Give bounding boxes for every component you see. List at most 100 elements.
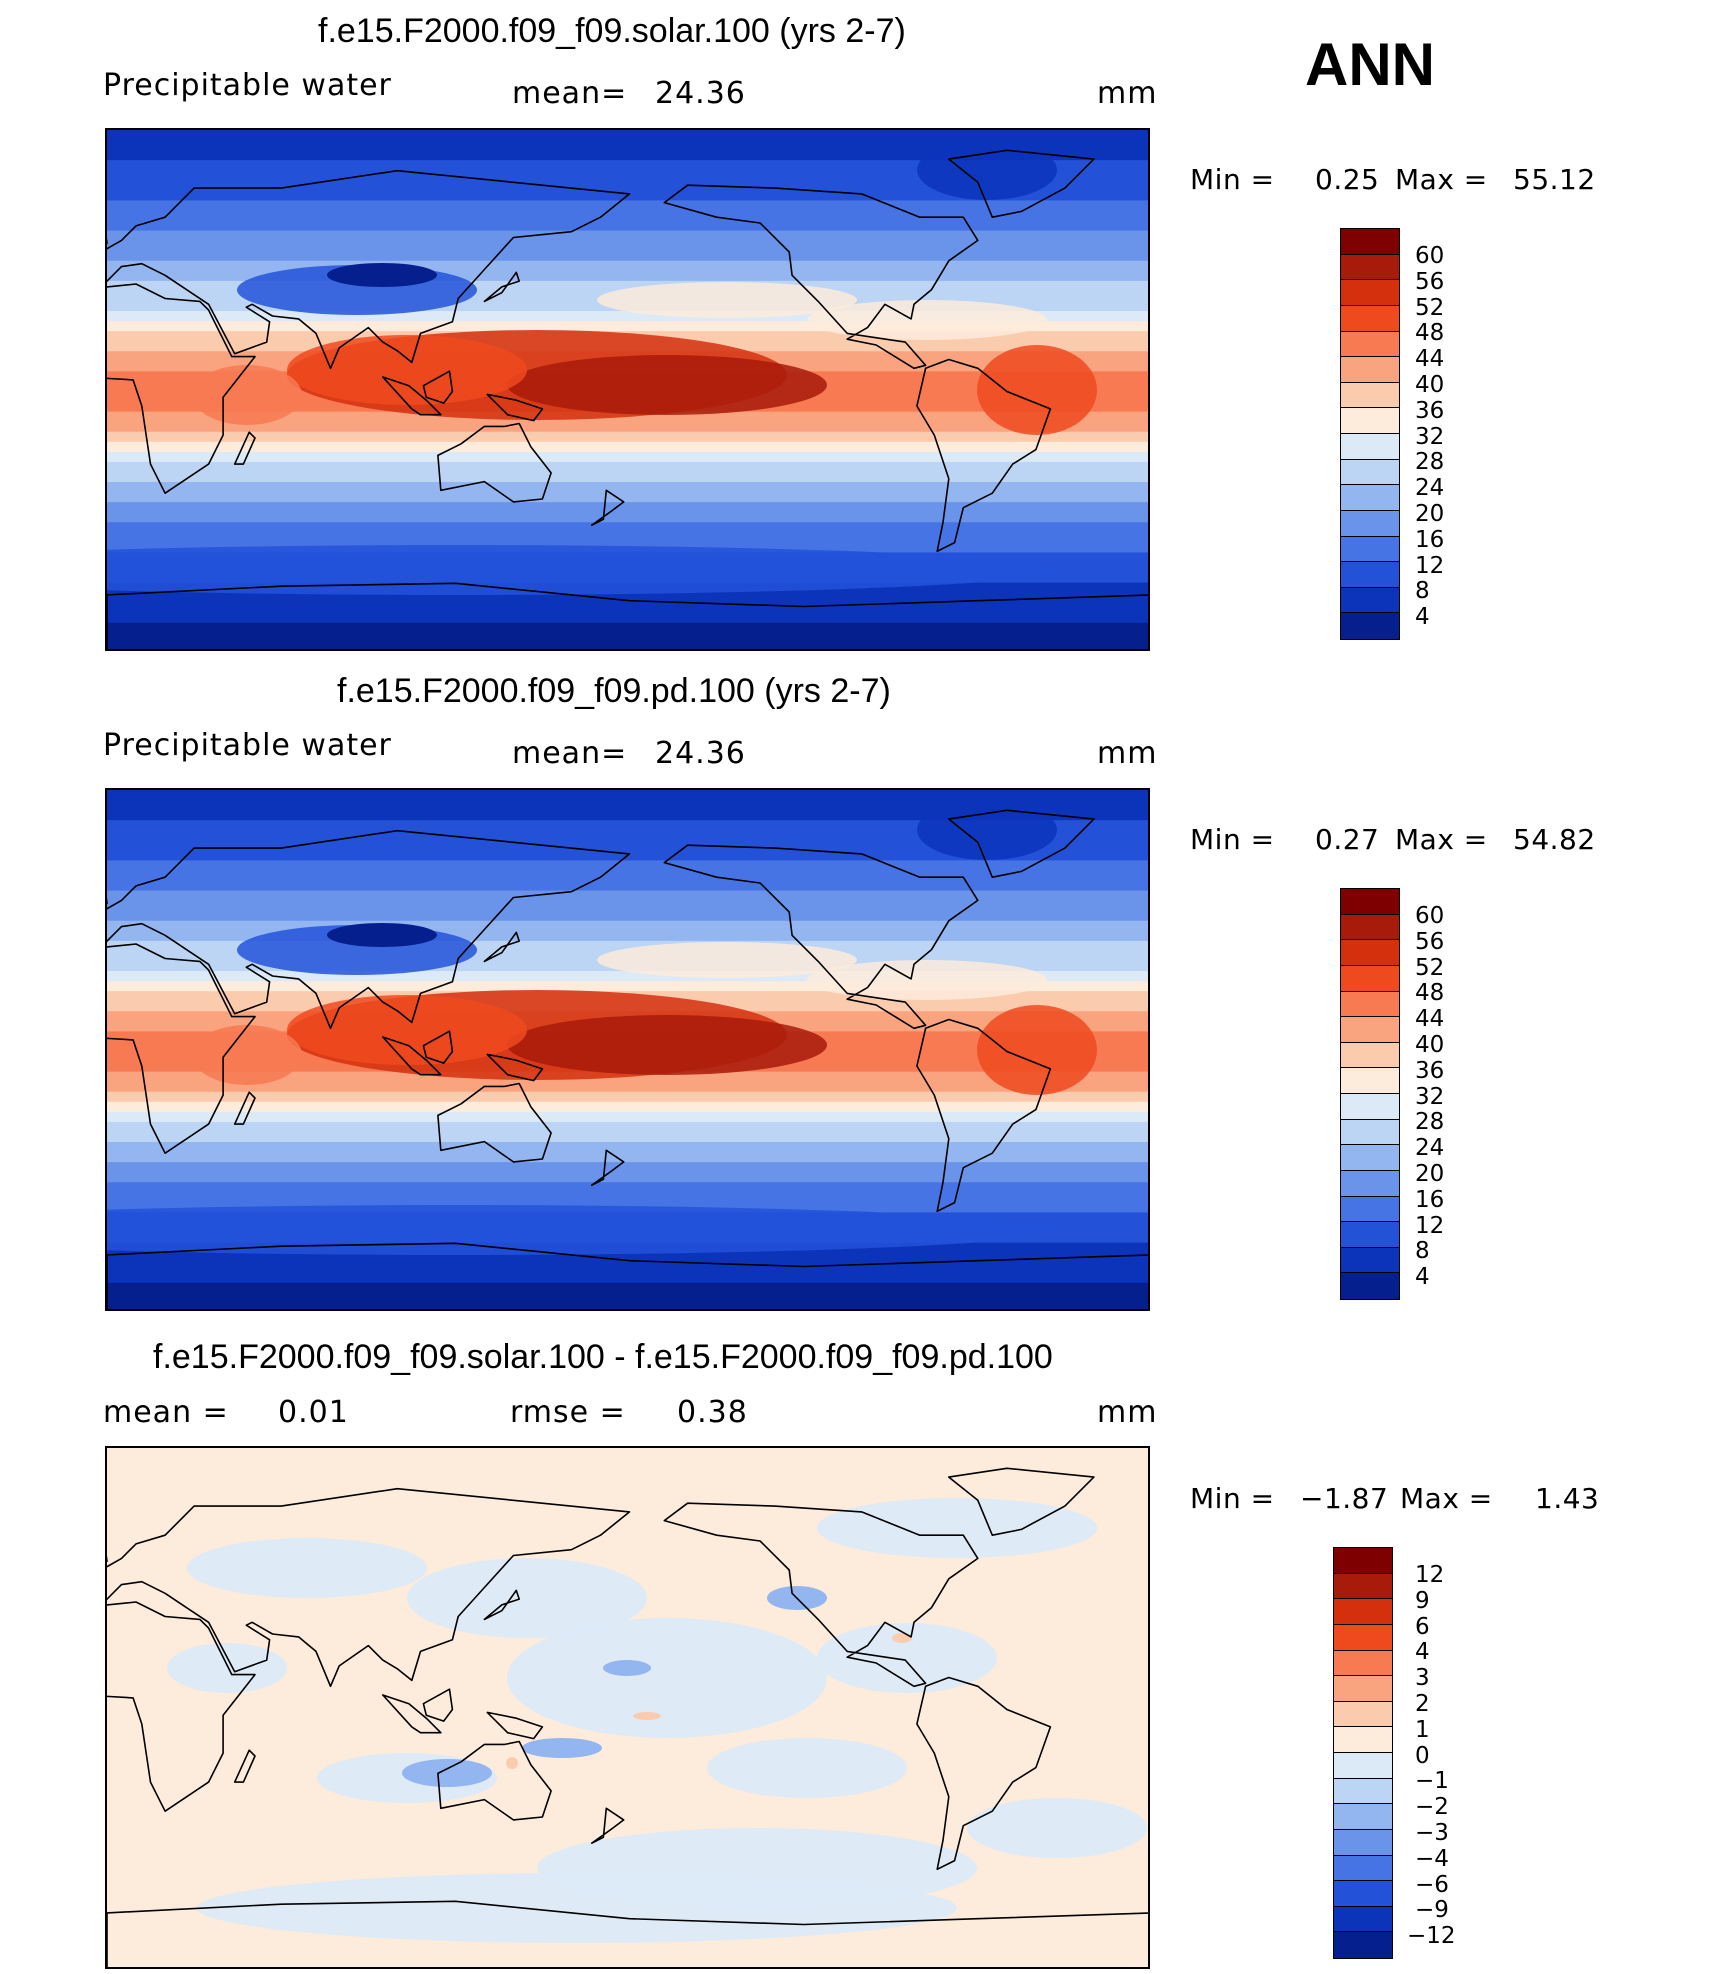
colorbar-tick-label: 2 [1415, 1691, 1430, 1717]
diff-positive-region [167, 1643, 287, 1693]
pw-band [107, 260, 1148, 272]
colorbar-tick-label: 3 [1415, 1665, 1430, 1692]
pw-band [107, 910, 1148, 922]
colorbar-swatch [1334, 1701, 1392, 1728]
pw-contour-region [287, 995, 527, 1065]
colorbar-swatch [1341, 889, 1399, 915]
colorbar-tick-label: 56 [1415, 928, 1445, 955]
pw-band [107, 890, 1148, 902]
diff-positive-region [187, 1538, 427, 1598]
panel-2-min-label: Min = [1190, 823, 1275, 856]
colorbar-tick-label: 24 [1415, 1135, 1445, 1162]
pw-contour-region [192, 365, 302, 425]
pw-band [107, 642, 1148, 649]
colorbar-swatch [1341, 1273, 1399, 1299]
panel-2-variable-label: Precipitable water [103, 728, 392, 763]
colorbar-tick-label: 36 [1415, 1057, 1445, 1084]
pw-band [107, 482, 1148, 493]
colorbar-swatch [1341, 382, 1399, 409]
pw-band [107, 622, 1148, 634]
pw-band [107, 900, 1148, 912]
colorbar-tick-label: 24 [1415, 475, 1445, 502]
colorbar-tick-label: 32 [1415, 423, 1445, 450]
colorbar-swatch [1334, 1804, 1392, 1830]
pw-band [107, 612, 1148, 624]
panel-2-title: f.e15.F2000.f09_f09.pd.100 (yrs 2-7) [337, 672, 891, 710]
colorbar-swatch [1341, 1145, 1399, 1171]
pw-band [107, 602, 1148, 614]
panel-3-min-label: Min = [1190, 1482, 1275, 1515]
panel-2-max-value: 54.82 [1513, 823, 1596, 856]
colorbar-swatch [1341, 1170, 1399, 1197]
colorbar-swatch [1334, 1753, 1392, 1779]
pw-band [107, 240, 1148, 252]
pw-band [107, 1182, 1148, 1193]
colorbar-tick-label: 8 [1415, 1238, 1430, 1265]
pw-band [107, 1091, 1148, 1103]
pw-band [107, 1162, 1148, 1173]
pw-band [107, 1252, 1148, 1264]
pw-band [107, 1292, 1148, 1304]
pw-band [107, 1121, 1148, 1133]
pw-band [107, 250, 1148, 262]
colorbar-swatch [1334, 1778, 1392, 1805]
colorbar-tick-label: 20 [1415, 1161, 1445, 1187]
colorbar-swatch [1341, 280, 1399, 306]
pw-contour-region [327, 923, 437, 947]
colorbar-swatch [1341, 562, 1399, 588]
colorbar-swatch [1341, 1222, 1399, 1248]
colorbar-tick-label: 40 [1415, 1032, 1445, 1058]
colorbar-swatch [1341, 485, 1399, 511]
pw-band [107, 880, 1148, 892]
pw-contour-region [597, 282, 857, 318]
pw-band [107, 200, 1148, 212]
pw-contour-region [977, 345, 1097, 435]
pw-band [107, 1272, 1148, 1284]
panel-3-mean-value: 0.01 [278, 1395, 349, 1430]
pw-band [107, 280, 1148, 292]
pw-band [107, 860, 1148, 872]
panel-1-map [105, 128, 1150, 651]
colorbar-swatch [1341, 587, 1399, 614]
colorbar-tick-label: −1 [1415, 1768, 1449, 1795]
pw-band [107, 170, 1148, 181]
pw-band [107, 1302, 1148, 1309]
pw-band [107, 800, 1148, 811]
colorbar-swatch [1334, 1548, 1392, 1574]
pw-band [107, 431, 1148, 443]
pw-contour-region [917, 800, 1057, 860]
colorbar-tick-label: 12 [1415, 1212, 1445, 1239]
pw-contour-region [977, 1005, 1097, 1095]
panel-2-map [105, 788, 1150, 1311]
colorbar-swatch [1341, 1017, 1399, 1043]
pw-band [107, 311, 1148, 322]
colorbar-swatch [1341, 991, 1399, 1018]
colorbar-tick-label: 52 [1415, 954, 1445, 981]
colorbar-swatch [1334, 1906, 1392, 1933]
colorbar-tick-label: 36 [1415, 397, 1445, 424]
colorbar-tick-label: 16 [1415, 526, 1445, 553]
colorbar-tick-label: 20 [1415, 501, 1445, 527]
colorbar-swatch [1341, 1119, 1399, 1146]
colorbar-swatch [1341, 1042, 1399, 1069]
pw-band [107, 471, 1148, 483]
colorbar-swatch [1341, 965, 1399, 992]
pw-band [107, 1282, 1148, 1294]
pw-band [107, 160, 1148, 171]
pw-band [107, 522, 1148, 533]
pw-band [107, 790, 1148, 801]
panel-1-mean-value: 24.36 [655, 76, 746, 111]
pw-band [107, 971, 1148, 982]
pw-band [107, 451, 1148, 463]
colorbar-swatch [1341, 357, 1399, 383]
pw-band [107, 1111, 1148, 1123]
pw-band [107, 220, 1148, 232]
panel-3-max-value: 1.43 [1535, 1482, 1600, 1515]
panel-2-mean-label: mean= [512, 736, 628, 771]
colorbar-tick-label: −9 [1415, 1897, 1449, 1924]
panel-3-max-label: Max = [1400, 1482, 1493, 1515]
season-label: ANN [1305, 31, 1435, 98]
pw-contour-region [807, 960, 1047, 1000]
colorbar-swatch [1334, 1727, 1392, 1753]
pw-band [107, 981, 1148, 992]
